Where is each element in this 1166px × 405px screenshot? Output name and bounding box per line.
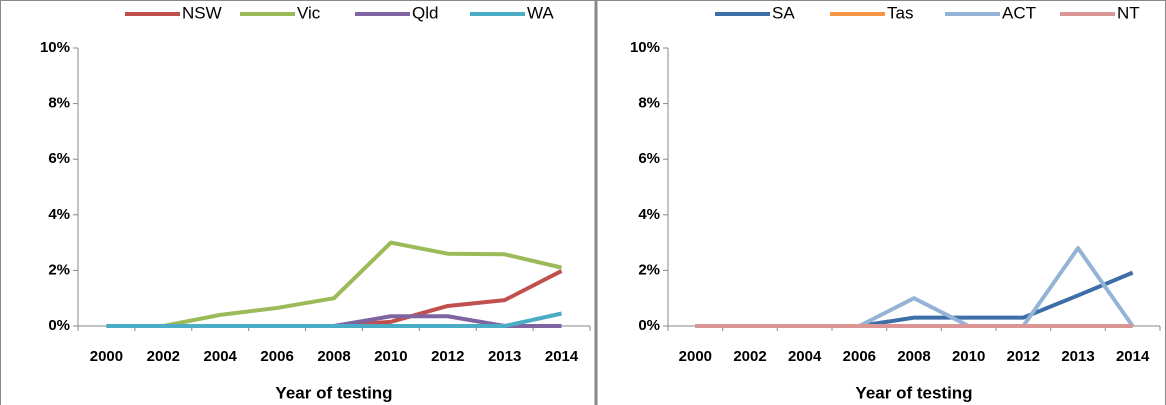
x-axis-title: Year of testing <box>855 383 972 402</box>
x-tick-label: 2006 <box>843 348 876 365</box>
x-tick-label: 2012 <box>1007 348 1040 365</box>
x-tick-label: 2014 <box>545 348 579 365</box>
x-tick-label: 2010 <box>952 348 985 365</box>
x-tick-label: 2000 <box>679 348 712 365</box>
x-tick-label: 2014 <box>1116 348 1150 365</box>
y-tick-label: 2% <box>48 261 70 278</box>
x-tick-label: 2000 <box>90 348 123 365</box>
x-tick-label: 2008 <box>897 348 930 365</box>
y-tick-label: 4% <box>638 206 660 223</box>
x-tick-label: 2013 <box>488 348 521 365</box>
legend-label: WA <box>527 3 554 22</box>
x-tick-label: 2013 <box>1061 348 1094 365</box>
x-tick-label: 2012 <box>431 348 464 365</box>
legend-label: ACT <box>1002 3 1036 22</box>
x-tick-label: 2008 <box>317 348 350 365</box>
y-tick-label: 0% <box>48 317 70 334</box>
series-line <box>106 240 563 328</box>
y-tick-label: 6% <box>638 150 660 167</box>
y-tick-label: 6% <box>48 150 70 167</box>
y-tick-label: 10% <box>630 39 660 56</box>
x-tick-label: 2004 <box>788 348 822 365</box>
series-line <box>695 246 1135 328</box>
x-tick-label: 2004 <box>204 348 238 365</box>
y-tick-label: 4% <box>48 206 70 223</box>
x-tick-label: 2006 <box>260 348 293 365</box>
legend-label: NSW <box>182 3 222 22</box>
legend-label: Qld <box>412 3 438 22</box>
x-tick-label: 2002 <box>147 348 180 365</box>
legend-label: NT <box>1117 3 1140 22</box>
y-tick-label: 2% <box>638 261 660 278</box>
legend-label: Vic <box>297 3 321 22</box>
y-tick-label: 0% <box>638 317 660 334</box>
y-tick-label: 10% <box>40 39 70 56</box>
x-axis-title: Year of testing <box>275 383 392 402</box>
legend-label: Tas <box>887 3 913 22</box>
series-line <box>106 311 562 328</box>
y-tick-label: 8% <box>48 95 70 112</box>
y-tick-label: 8% <box>638 95 660 112</box>
x-tick-label: 2010 <box>374 348 407 365</box>
x-tick-label: 2002 <box>733 348 766 365</box>
legend-label: SA <box>772 3 795 22</box>
